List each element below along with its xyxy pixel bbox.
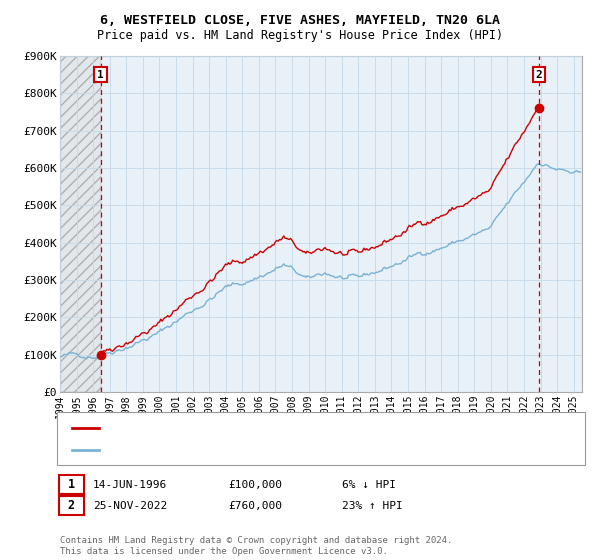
Text: 1: 1 xyxy=(97,69,104,80)
Text: 2: 2 xyxy=(536,69,542,80)
Bar xyxy=(60,56,101,392)
Text: 6, WESTFIELD CLOSE, FIVE ASHES, MAYFIELD, TN20 6LA (detached house): 6, WESTFIELD CLOSE, FIVE ASHES, MAYFIELD… xyxy=(105,423,507,433)
HPI: Average price, detached house, Wealden: (2.02e+03, 5.94e+05): Average price, detached house, Wealden: … xyxy=(560,167,568,174)
HPI: Average price, detached house, Wealden: (2.02e+03, 5.98e+05): Average price, detached house, Wealden: … xyxy=(555,165,562,172)
HPI: Average price, detached house, Wealden: (2.03e+03, 5.89e+05): Average price, detached house, Wealden: … xyxy=(577,169,584,176)
HPI: Average price, detached house, Wealden: (1.99e+03, 9.5e+04): Average price, detached house, Wealden: … xyxy=(56,353,64,360)
Text: £760,000: £760,000 xyxy=(228,501,282,511)
6, WESTFIELD CLOSE, FIVE ASHES, MAYFIELD, TN20 6LA (detached house) xyxy=(395,233,402,240)
Text: 23% ↑ HPI: 23% ↑ HPI xyxy=(342,501,403,511)
HPI: Average price, detached house, Wealden: (2.01e+03, 3.13e+05): Average price, detached house, Wealden: … xyxy=(345,272,352,278)
Text: 6% ↓ HPI: 6% ↓ HPI xyxy=(342,480,396,490)
Text: 1: 1 xyxy=(68,478,75,492)
Bar xyxy=(60,56,101,392)
6, WESTFIELD CLOSE, FIVE ASHES, MAYFIELD, TN20 6LA (detached house) xyxy=(98,351,105,358)
Line: 6, WESTFIELD CLOSE, FIVE ASHES, MAYFIELD, TN20 6LA (detached house): 6, WESTFIELD CLOSE, FIVE ASHES, MAYFIELD… xyxy=(101,108,539,354)
HPI: Average price, detached house, Wealden: (2e+03, 8.84e+04): Average price, detached house, Wealden: … xyxy=(83,356,90,362)
Bar xyxy=(60,56,101,392)
HPI: Average price, detached house, Wealden: (2.01e+03, 3.31e+05): Average price, detached house, Wealden: … xyxy=(380,265,387,272)
6, WESTFIELD CLOSE, FIVE ASHES, MAYFIELD, TN20 6LA (detached house) xyxy=(536,105,543,111)
6, WESTFIELD CLOSE, FIVE ASHES, MAYFIELD, TN20 6LA (detached house) xyxy=(133,333,140,340)
Text: £100,000: £100,000 xyxy=(228,480,282,490)
Text: 2: 2 xyxy=(68,499,75,512)
Text: HPI: Average price, detached house, Wealden: HPI: Average price, detached house, Weal… xyxy=(105,445,363,455)
Text: Price paid vs. HM Land Registry's House Price Index (HPI): Price paid vs. HM Land Registry's House … xyxy=(97,29,503,42)
HPI: Average price, detached house, Wealden: (2.02e+03, 6.11e+05): Average price, detached house, Wealden: … xyxy=(536,160,543,167)
Line: HPI: Average price, detached house, Wealden: HPI: Average price, detached house, Weal… xyxy=(60,164,581,359)
HPI: Average price, detached house, Wealden: (2.01e+03, 3.17e+05): Average price, detached house, Wealden: … xyxy=(263,270,271,277)
Text: Contains HM Land Registry data © Crown copyright and database right 2024.
This d: Contains HM Land Registry data © Crown c… xyxy=(60,536,452,556)
Text: 25-NOV-2022: 25-NOV-2022 xyxy=(93,501,167,511)
6, WESTFIELD CLOSE, FIVE ASHES, MAYFIELD, TN20 6LA (detached house) xyxy=(313,246,320,253)
6, WESTFIELD CLOSE, FIVE ASHES, MAYFIELD, TN20 6LA (detached house) xyxy=(382,239,389,245)
Text: 6, WESTFIELD CLOSE, FIVE ASHES, MAYFIELD, TN20 6LA: 6, WESTFIELD CLOSE, FIVE ASHES, MAYFIELD… xyxy=(100,14,500,27)
HPI: Average price, detached house, Wealden: (1.99e+03, 1.03e+05): Average price, detached house, Wealden: … xyxy=(73,350,80,357)
6, WESTFIELD CLOSE, FIVE ASHES, MAYFIELD, TN20 6LA (detached house) xyxy=(419,222,427,228)
Text: 14-JUN-1996: 14-JUN-1996 xyxy=(93,480,167,490)
6, WESTFIELD CLOSE, FIVE ASHES, MAYFIELD, TN20 6LA (detached house) xyxy=(215,268,223,275)
